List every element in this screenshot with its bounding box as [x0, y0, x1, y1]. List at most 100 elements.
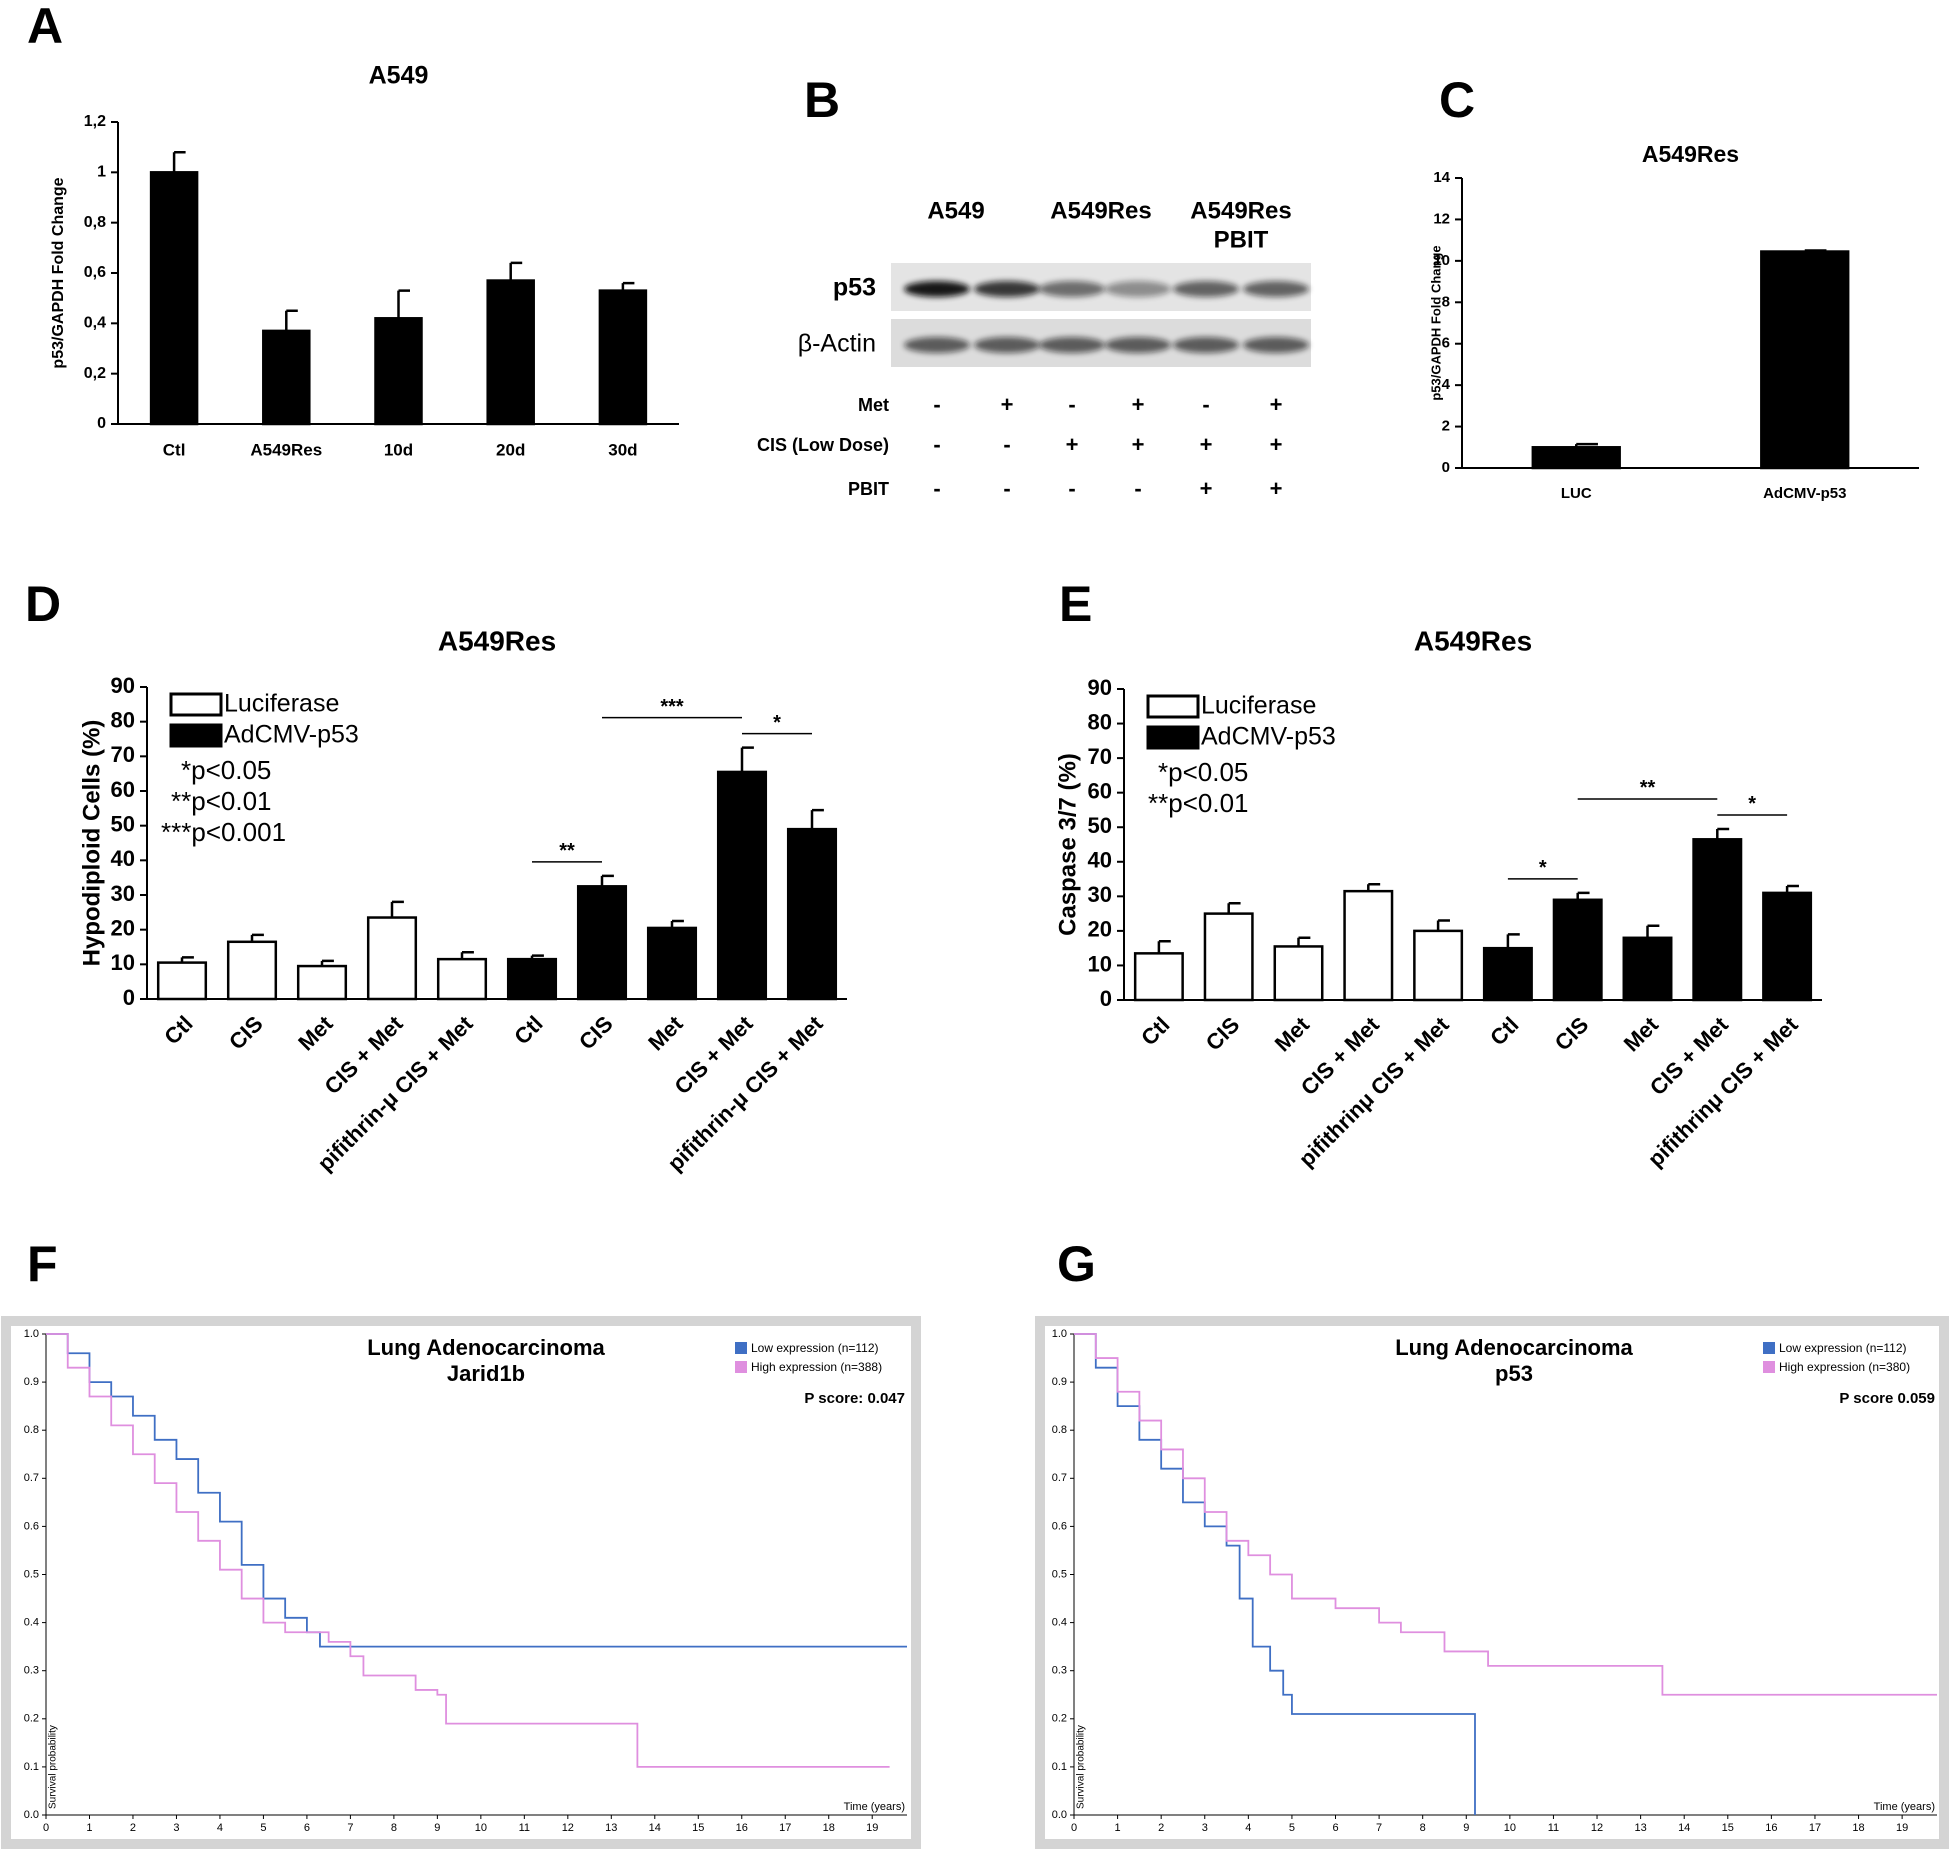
- y-tick-label: 40: [1088, 848, 1112, 873]
- x-tick-label: 7: [347, 1822, 353, 1834]
- chart-title: A549Res: [1414, 625, 1532, 656]
- y-tick-label: 90: [1088, 675, 1112, 700]
- bar: [374, 317, 423, 426]
- error-bar: [285, 309, 298, 331]
- bar: [1203, 912, 1254, 1002]
- condition-sign: +: [1270, 476, 1283, 501]
- x-tick-label: CIS: [1550, 1012, 1594, 1056]
- x-tick-label: 5: [1289, 1822, 1295, 1834]
- significance-label: **: [559, 840, 575, 862]
- condition-sign: -: [1134, 476, 1141, 501]
- condition-sign: -: [933, 392, 940, 417]
- x-tick-label: 3: [1202, 1822, 1208, 1834]
- y-tick-label: 8: [1442, 293, 1450, 310]
- y-tick-label: 4: [1442, 376, 1451, 393]
- x-tick-label: 12: [562, 1822, 574, 1834]
- y-tick-label: 50: [111, 811, 135, 836]
- bar: [1413, 929, 1464, 1002]
- y-tick-label: 10: [1088, 951, 1112, 976]
- y-tick-label: 0: [123, 985, 135, 1010]
- y-tick-label: 0.3: [24, 1665, 39, 1677]
- x-tick-label: 1: [1115, 1822, 1121, 1834]
- y-tick-label: 0,8: [84, 214, 106, 231]
- bar: [576, 885, 628, 1001]
- chart-subtitle: p53: [1495, 1361, 1533, 1386]
- x-tick-label: Met: [1270, 1011, 1315, 1056]
- condition-sign: +: [1066, 432, 1079, 457]
- significance-label: **: [1640, 777, 1656, 799]
- y-tick-label: 0.1: [1052, 1761, 1067, 1773]
- y-tick-label: 0.2: [24, 1713, 39, 1725]
- y-tick-label: 2: [1442, 418, 1450, 435]
- panel-label: G: [1057, 1236, 1096, 1292]
- panel-label: D: [25, 576, 61, 632]
- y-tick-label: 40: [111, 846, 135, 871]
- x-tick-label: Ctl: [509, 1011, 547, 1049]
- x-tick-label: 15: [692, 1822, 704, 1834]
- bar: [1482, 946, 1533, 1002]
- y-tick-label: 0.4: [1052, 1617, 1067, 1629]
- legend-swatch: [169, 692, 223, 717]
- condition-sign: +: [1200, 476, 1213, 501]
- condition-label: PBIT: [848, 479, 889, 499]
- x-tick-label: 11: [1548, 1822, 1559, 1834]
- x-tick-label: LUC: [1561, 485, 1592, 502]
- chart-title: Lung Adenocarcinoma: [1395, 1335, 1633, 1360]
- x-tick-label: 2: [1158, 1822, 1164, 1834]
- x-tick-label: 14: [1678, 1822, 1690, 1834]
- significance-label: ***: [660, 696, 684, 718]
- x-tick-label: 15: [1722, 1822, 1734, 1834]
- x-tick-label: 9: [1463, 1822, 1469, 1834]
- error-bar: [670, 919, 684, 928]
- x-axis-label: Time (years): [844, 1801, 905, 1813]
- chart-title: Lung Adenocarcinoma: [367, 1335, 605, 1360]
- bar: [1692, 838, 1743, 1002]
- band: [1243, 281, 1309, 297]
- x-tick-label: 16: [1765, 1822, 1777, 1834]
- legend-swatch: [735, 1361, 747, 1373]
- y-axis-label: Caspase 3/7 (%): [1054, 753, 1081, 936]
- x-tick-label: 19: [1896, 1822, 1908, 1834]
- x-tick-label: 10: [1504, 1822, 1516, 1834]
- bar: [262, 329, 311, 426]
- x-tick-label: 10: [475, 1822, 487, 1834]
- band: [904, 281, 970, 297]
- x-tick-label: 0: [1071, 1822, 1077, 1834]
- condition-sign: -: [933, 476, 940, 501]
- x-tick-label: 20d: [496, 440, 525, 459]
- x-tick-label: 18: [1852, 1822, 1864, 1834]
- y-tick-label: 0.8: [24, 1424, 39, 1436]
- significance-note: *p<0.05: [181, 755, 271, 785]
- panel-label: A: [27, 0, 63, 54]
- legend-label: Low expression (n=112): [1779, 1341, 1907, 1355]
- condition-sign: -: [1003, 476, 1010, 501]
- y-tick-label: 0,4: [84, 315, 106, 332]
- error-bar: [172, 150, 186, 173]
- p-score: P score: 0.047: [804, 1390, 905, 1407]
- y-tick-label: 80: [1088, 709, 1112, 734]
- condition-label: Met: [858, 395, 889, 415]
- error-bar: [1785, 884, 1799, 893]
- chart-title: A549: [369, 62, 429, 90]
- y-tick-label: 60: [111, 777, 135, 802]
- condition-sign: -: [933, 432, 940, 457]
- band: [974, 281, 1040, 297]
- y-tick-label: 6: [1442, 335, 1450, 352]
- condition-label: CIS (Low Dose): [757, 435, 889, 455]
- error-bar: [1803, 249, 1827, 252]
- error-bar: [1506, 933, 1520, 949]
- band: [974, 337, 1040, 353]
- legend-label: Low expression (n=112): [751, 1341, 879, 1355]
- bar: [1133, 952, 1184, 1002]
- y-tick-label: 1,2: [84, 113, 106, 130]
- bar: [1273, 945, 1324, 1002]
- lane-header: A549Res: [1050, 197, 1151, 224]
- error-bar: [1716, 827, 1730, 840]
- survival-curve: [46, 1333, 907, 1648]
- condition-sign: +: [1132, 392, 1145, 417]
- chart-subtitle: Jarid1b: [447, 1361, 525, 1386]
- legend-swatch: [169, 723, 223, 748]
- x-tick-label: 3: [173, 1822, 179, 1834]
- x-tick-label: AdCMV-p53: [1763, 485, 1846, 502]
